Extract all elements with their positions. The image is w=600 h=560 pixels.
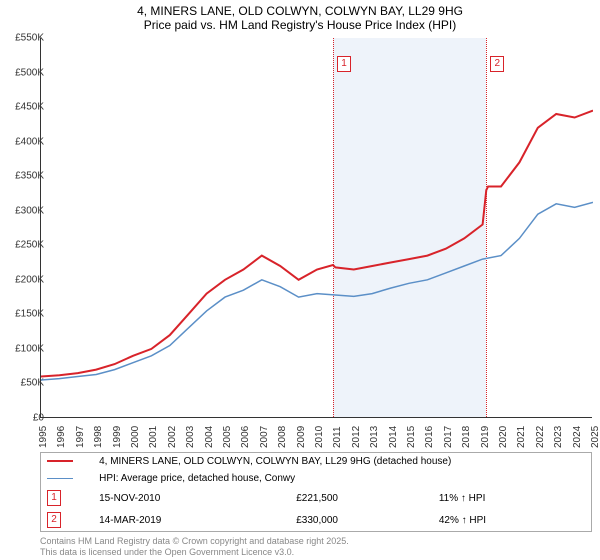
transaction-delta: 42% ↑ HPI [433, 509, 592, 532]
transaction-date: 15-NOV-2010 [93, 487, 290, 509]
x-tick-label: 2021 [516, 426, 527, 448]
transaction-date: 14-MAR-2019 [93, 509, 290, 532]
chart-title-line2: Price paid vs. HM Land Registry's House … [0, 18, 600, 32]
marker-box: 2 [490, 56, 504, 72]
legend-series-label: 4, MINERS LANE, OLD COLWYN, COLWYN BAY, … [93, 453, 591, 471]
legend-series-label: HPI: Average price, detached house, Conw… [93, 470, 591, 487]
marker-icon: 1 [47, 490, 61, 506]
marker-box: 1 [337, 56, 351, 72]
x-tick-label: 2025 [590, 426, 600, 448]
legend-table: 4, MINERS LANE, OLD COLWYN, COLWYN BAY, … [40, 452, 592, 532]
x-tick-label: 2003 [185, 426, 196, 448]
x-tick-label: 2000 [130, 426, 141, 448]
legend-swatch-icon [47, 478, 73, 479]
series-line [41, 111, 593, 377]
chart-container: 4, MINERS LANE, OLD COLWYN, COLWYN BAY, … [0, 0, 600, 560]
y-tick-label: £0 [6, 413, 44, 424]
y-tick-label: £450K [6, 102, 44, 113]
x-tick-label: 2009 [296, 426, 307, 448]
x-tick-label: 2024 [572, 426, 583, 448]
line-series-svg [41, 38, 593, 418]
x-tick-label: 2020 [498, 426, 509, 448]
x-tick-label: 2019 [480, 426, 491, 448]
x-tick-label: 2018 [461, 426, 472, 448]
footer-text: Contains HM Land Registry data © Crown c… [40, 536, 349, 558]
chart-title-line1: 4, MINERS LANE, OLD COLWYN, COLWYN BAY, … [0, 4, 600, 18]
x-tick-label: 1996 [56, 426, 67, 448]
x-tick-label: 2008 [277, 426, 288, 448]
x-tick-label: 2007 [259, 426, 270, 448]
legend-row-transaction-1: 1 15-NOV-2010 £221,500 11% ↑ HPI [41, 487, 592, 509]
y-tick-label: £100K [6, 343, 44, 354]
transaction-price: £221,500 [290, 487, 433, 509]
x-tick-label: 2004 [204, 426, 215, 448]
chart-title-block: 4, MINERS LANE, OLD COLWYN, COLWYN BAY, … [0, 0, 600, 34]
y-tick-label: £50K [6, 378, 44, 389]
x-tick-label: 2016 [424, 426, 435, 448]
x-tick-label: 2011 [332, 426, 343, 448]
legend-swatch-cell [41, 453, 94, 471]
legend-marker-cell: 2 [41, 509, 94, 532]
x-tick-label: 2015 [406, 426, 417, 448]
y-tick-label: £200K [6, 274, 44, 285]
marker-icon: 2 [47, 512, 61, 528]
x-tick-label: 1999 [112, 426, 123, 448]
x-tick-label: 2017 [443, 426, 454, 448]
x-tick-label: 2022 [535, 426, 546, 448]
legend-row-transaction-2: 2 14-MAR-2019 £330,000 42% ↑ HPI [41, 509, 592, 532]
y-tick-label: £400K [6, 136, 44, 147]
legend-row-series-2: HPI: Average price, detached house, Conw… [41, 470, 592, 487]
footer-line1: Contains HM Land Registry data © Crown c… [40, 536, 349, 547]
x-tick-label: 2006 [240, 426, 251, 448]
y-tick-label: £500K [6, 67, 44, 78]
y-tick-label: £250K [6, 240, 44, 251]
y-tick-label: £350K [6, 171, 44, 182]
transaction-delta: 11% ↑ HPI [433, 487, 592, 509]
legend-row-series-1: 4, MINERS LANE, OLD COLWYN, COLWYN BAY, … [41, 453, 592, 471]
x-tick-label: 2012 [351, 426, 362, 448]
legend-marker-cell: 1 [41, 487, 94, 509]
x-tick-label: 1997 [75, 426, 86, 448]
x-tick-label: 1998 [93, 426, 104, 448]
footer-line2: This data is licensed under the Open Gov… [40, 547, 349, 558]
y-tick-label: £300K [6, 205, 44, 216]
x-tick-label: 2001 [148, 426, 159, 448]
y-tick-label: £150K [6, 309, 44, 320]
series-line [41, 202, 593, 380]
x-tick-label: 2013 [369, 426, 380, 448]
legend-swatch-icon [47, 460, 73, 462]
x-tick-label: 2005 [222, 426, 233, 448]
x-tick-label: 2002 [167, 426, 178, 448]
transaction-price: £330,000 [290, 509, 433, 532]
x-tick-label: 2014 [388, 426, 399, 448]
plot-area: 12 [40, 38, 592, 418]
x-tick-label: 2023 [553, 426, 564, 448]
y-tick-label: £550K [6, 33, 44, 44]
x-tick-label: 1995 [38, 426, 49, 448]
x-tick-label: 2010 [314, 426, 325, 448]
legend-swatch-cell [41, 470, 94, 487]
